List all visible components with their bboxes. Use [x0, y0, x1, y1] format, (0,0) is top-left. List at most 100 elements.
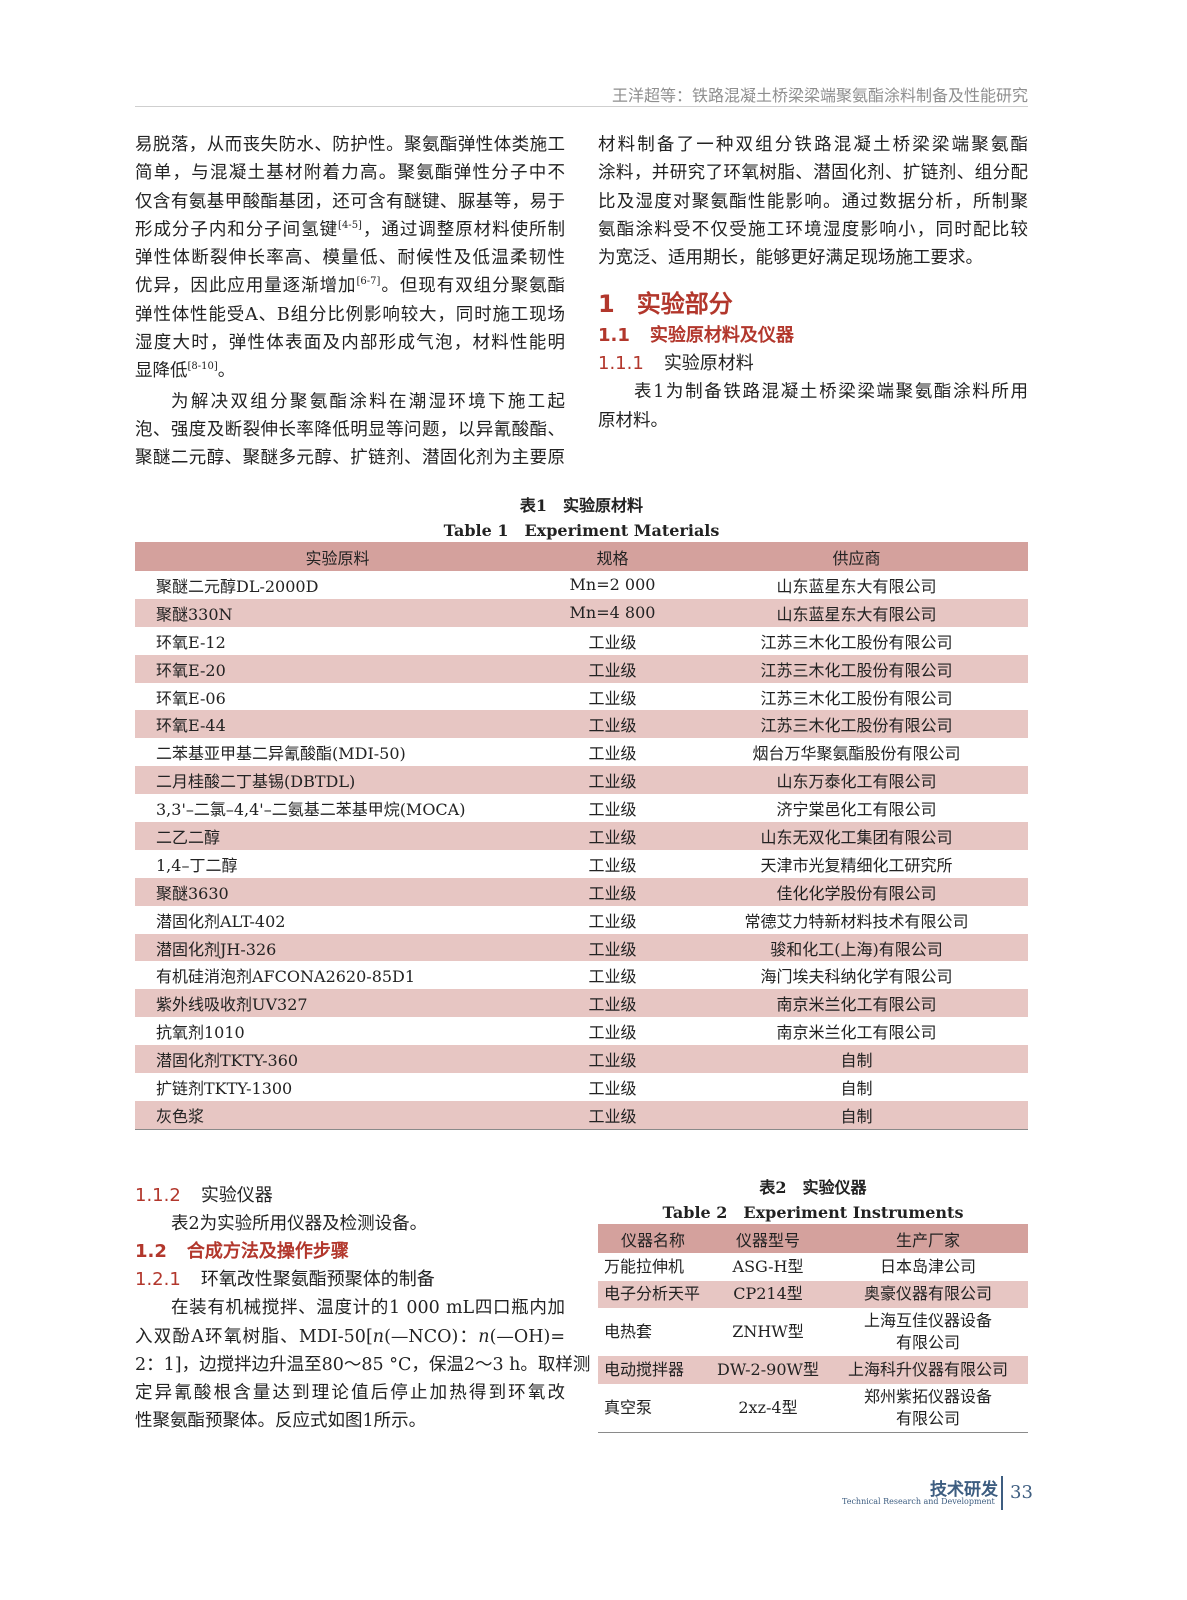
- table-cell: 工业级: [540, 710, 685, 739]
- section-number: 1.2.1: [135, 1269, 181, 1291]
- table-row: 聚醚330N Mn=4 800 山东蓝星东大有限公司: [135, 598, 1028, 627]
- materials-table: 实验原料 规格 供应商 聚醚二元醇DL-2000D Mn=2 000 山东蓝星东大有…: [135, 542, 1028, 1130]
- footer-section-name-en: Technical Research and Development: [842, 1497, 995, 1506]
- table1-caption-cn: 表1 实验原材料: [519, 496, 644, 515]
- table-cell: 自制: [840, 1078, 873, 1098]
- table-cell: Mn=4 800: [540, 598, 685, 627]
- table-cell: 江苏三木化工股份有限公司: [685, 654, 1028, 683]
- table-row: 扩链剂TKTY-1300 工业级 自制: [135, 1073, 1028, 1101]
- section-heading-1: 1 实验部分: [598, 286, 1028, 322]
- footer-section-name: 技术研发: [930, 1480, 998, 1500]
- left-column-top: 易脱落，从而丧失防水、防护性。聚氨酯弹性体类施工 简单，与混凝土基材附着力高。聚…: [135, 131, 565, 473]
- text: 优异，因此应用量逐渐增加: [135, 276, 357, 297]
- table-cell: 自制: [685, 1100, 1028, 1130]
- text: n: [478, 1326, 490, 1347]
- table-row: 潜固化剂JH-326 工业级 骏和化工(上海)有限公司: [135, 933, 1028, 962]
- table-cell: 3,3'–二氯–4,4'–二氨基二苯基甲烷(MOCA): [156, 800, 466, 820]
- text-line: 材料制备了一种双组分铁路混凝土桥梁梁端聚氨酯: [598, 135, 1028, 155]
- table-cell: ASG-H型: [732, 1256, 804, 1276]
- table-cell: 山东万泰化工有限公司: [685, 766, 1028, 795]
- table-cell: 工业级: [588, 1023, 637, 1043]
- section-heading-1-1: 1.1 实验原材料及仪器: [598, 322, 1028, 350]
- text-line: 湿度大时，弹性体表面及内部形成气泡，材料性能明: [135, 333, 565, 354]
- table-cell: 抗氧剂1010: [156, 1023, 245, 1043]
- section-title: 实验原材料及仪器: [649, 325, 794, 347]
- table-row: 聚醚二元醇DL-2000D Mn=2 000 山东蓝星东大有限公司: [135, 571, 1028, 599]
- table-cell: 二苯基亚甲基二异氰酸酯(MDI-50): [156, 744, 406, 764]
- table-row: 环氧E-44 工业级 江苏三木化工股份有限公司: [135, 710, 1028, 739]
- table-row: 环氧E-06 工业级 江苏三木化工股份有限公司: [135, 683, 1028, 711]
- text-line: 氨酯涂料受不仅受施工环境湿度影响小，同时配比较: [598, 219, 1028, 240]
- text-line: 易脱落，从而丧失防水、防护性。聚氨酯弹性体类施工: [135, 135, 565, 155]
- table-cell: 灰色浆: [135, 1100, 540, 1130]
- table-cell: 工业级: [588, 855, 637, 875]
- table-row: 潜固化剂TKTY-360 工业级 自制: [135, 1045, 1028, 1074]
- text-line: 性聚氨酯预聚体。反应式如图1所示。: [135, 1411, 427, 1432]
- text: 入双酚A环氧树脂、MDI-50[: [135, 1326, 373, 1347]
- paragraph: 易脱落，从而丧失防水、防护性。聚氨酯弹性体类施工 简单，与混凝土基材附着力高。聚…: [135, 131, 565, 386]
- table-cell: 烟台万华聚氨酯股份有限公司: [752, 744, 961, 764]
- section-number: 1: [598, 290, 615, 319]
- table-cell: 工业级: [540, 1100, 685, 1130]
- header-divider: [135, 106, 1028, 107]
- table-row: 电热套 ZNHW型 上海互佳仪器设备 有限公司: [598, 1308, 1028, 1356]
- table-cell: 1,4–丁二醇: [156, 855, 238, 875]
- text-line: 简单，与混凝土基材附着力高。聚氨酯弹性分子中不: [135, 163, 565, 184]
- table-cell: 上海科升仪器有限公司: [828, 1356, 1028, 1384]
- table-cell: 环氧E-44: [135, 710, 540, 739]
- table-cell: 工业级: [588, 688, 637, 708]
- table-row: 二月桂酸二丁基锡(DBTDL) 工业级 山东万泰化工有限公司: [135, 766, 1028, 795]
- table-cell: 二乙二醇: [135, 822, 540, 850]
- column-header: 仪器名称: [598, 1224, 708, 1253]
- text: 形成分子内和分子间氢键: [135, 219, 339, 240]
- text-line: 表1为制备铁路混凝土桥梁梁端聚氨酯涂料所用: [634, 382, 1028, 403]
- text-line: 原材料。: [598, 410, 668, 431]
- table-row: 电子分析天平 CP214型 奥豪仪器有限公司: [598, 1280, 1028, 1308]
- table-cell: 工业级: [588, 911, 637, 931]
- table-cell: 真空泵: [598, 1383, 708, 1433]
- table-cell: 潜固化剂TKTY-360: [135, 1045, 540, 1074]
- section-heading-1-1-1: 1.1.1 实验原材料: [598, 350, 1028, 378]
- table-cell: 工业级: [588, 744, 637, 764]
- text-line: 入双酚A环氧树脂、MDI-50[n(—NCO)：n(—OH)=: [135, 1323, 565, 1351]
- section-number: 1.1: [598, 325, 630, 347]
- paragraph: 材料制备了一种双组分铁路混凝土桥梁梁端聚氨酯 涂料，并研究了环氧树脂、潜固化剂、…: [598, 131, 1028, 272]
- section-title: 实验原材料: [663, 353, 754, 375]
- text-line: 弹性体断裂伸长率高、模量低、耐候性及低温柔韧性: [135, 248, 565, 269]
- table-cell: 山东蓝星东大有限公司: [776, 576, 937, 596]
- paragraph: 在装有机械搅拌、温度计的1 000 mL四口瓶内加 入双酚A环氧树脂、MDI-5…: [135, 1294, 590, 1435]
- text: 。但现有双组分聚氨酯: [380, 276, 566, 297]
- table-row: 灰色浆 工业级 自制: [135, 1100, 1028, 1130]
- text-line: 仅含有氨基甲酸酯基团，还可含有醚键、脲基等，易于: [135, 191, 565, 212]
- table-cell: 奥豪仪器有限公司: [828, 1280, 1028, 1308]
- table-cell: 江苏三木化工股份有限公司: [685, 710, 1028, 739]
- table-cell: 电动搅拌器: [598, 1356, 708, 1384]
- table-cell: 紫外线吸收剂UV327: [135, 989, 540, 1018]
- table-cell: 工业级: [540, 933, 685, 962]
- table-cell: 山东蓝星东大有限公司: [685, 598, 1028, 627]
- table-cell: 工业级: [540, 1045, 685, 1074]
- table-cell: 有机硅消泡剂AFCONA2620-85D1: [156, 967, 416, 987]
- text-line: 形成分子内和分子间氢键[4-5]，通过调整原材料使所制: [135, 216, 565, 244]
- table-cell: 环氧E-12: [156, 632, 226, 652]
- table-row: 电动搅拌器 DW-2-90W型 上海科升仪器有限公司: [598, 1356, 1028, 1384]
- text-line: 显降低[8-10]。: [135, 357, 565, 385]
- text-line: 弹性体性能受A、B组分比例影响较大，同时施工现场: [135, 304, 565, 325]
- text: 显降低: [135, 361, 188, 382]
- column-header: 实验原料: [135, 542, 540, 571]
- paragraph: 表1为制备铁路混凝土桥梁梁端聚氨酯涂料所用 原材料。: [598, 378, 1028, 435]
- table-cell: ZNHW型: [732, 1322, 804, 1342]
- column-header: 规格: [540, 542, 685, 571]
- column-header: 生产厂家: [828, 1224, 1028, 1253]
- table-cell: CP214型: [708, 1280, 828, 1308]
- table-row: 聚醚3630 工业级 佳化化学股份有限公司: [135, 877, 1028, 906]
- table-row: 1,4–丁二醇 工业级 天津市光复精细化工研究所: [135, 850, 1028, 878]
- table-cell: 潜固化剂ALT-402: [156, 911, 286, 931]
- table-cell: 自制: [685, 1045, 1028, 1074]
- section-number: 1.1.2: [135, 1185, 181, 1206]
- table-cell: 聚醚二元醇DL-2000D: [156, 576, 319, 596]
- text: (—NCO)：: [384, 1326, 479, 1347]
- table-row: 万能拉伸机 ASG-H型 日本岛津公司: [598, 1253, 1028, 1281]
- table-cell: 常德艾力特新材料技术有限公司: [744, 911, 969, 931]
- table-cell: 骏和化工(上海)有限公司: [685, 933, 1028, 962]
